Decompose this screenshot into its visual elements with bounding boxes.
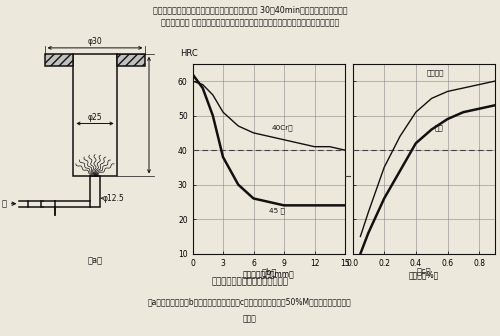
Text: （a）喷水装置；（b）淬透性曲线举例；（c）钢的半马氏体区（50%M）硬度与钢的含碳量: （a）喷水装置；（b）淬透性曲线举例；（c）钢的半马氏体区（50%M）硬度与钢的…	[148, 297, 352, 306]
Text: HRC: HRC	[180, 49, 198, 58]
Text: φ12.5: φ12.5	[103, 194, 125, 203]
Text: 试验时，先将标准试样加热至奥氏体化温度，停留 30～40min，然后迅速放在端淬试: 试验时，先将标准试样加热至奥氏体化温度，停留 30～40min，然后迅速放在端淬…	[153, 5, 347, 14]
Text: 碳钢: 碳钢	[435, 124, 444, 131]
Text: 的关系: 的关系	[243, 314, 257, 323]
Bar	[116, 54, 146, 66]
X-axis label: 至水冷端距离（mm）: 至水冷端距离（mm）	[243, 270, 294, 279]
Text: （a）: （a）	[88, 256, 102, 265]
Text: （c）: （c）	[416, 267, 432, 276]
Text: 低合金钢: 低合金钢	[427, 69, 444, 76]
Bar	[90, 176, 101, 207]
Text: 验台上喷水。 取下试样，按照国家标准的规定，进行硬度测量，最终得出端淬曲线。: 验台上喷水。 取下试样，按照国家标准的规定，进行硬度测量，最终得出端淬曲线。	[161, 18, 339, 28]
X-axis label: 含碳量（%）: 含碳量（%）	[408, 270, 439, 279]
Text: 水: 水	[2, 199, 7, 208]
Text: 45 钢: 45 钢	[269, 207, 284, 214]
Text: 末端淬火试验测定钢的淬透性曲线: 末端淬火试验测定钢的淬透性曲线	[212, 277, 288, 286]
Bar	[28, 201, 41, 207]
Bar	[44, 54, 74, 66]
Bar	[74, 54, 116, 176]
Text: φ30: φ30	[88, 37, 102, 46]
Text: 40Cr钢: 40Cr钢	[272, 124, 293, 131]
Text: φ25: φ25	[88, 113, 102, 122]
Text: （b）: （b）	[262, 267, 276, 276]
